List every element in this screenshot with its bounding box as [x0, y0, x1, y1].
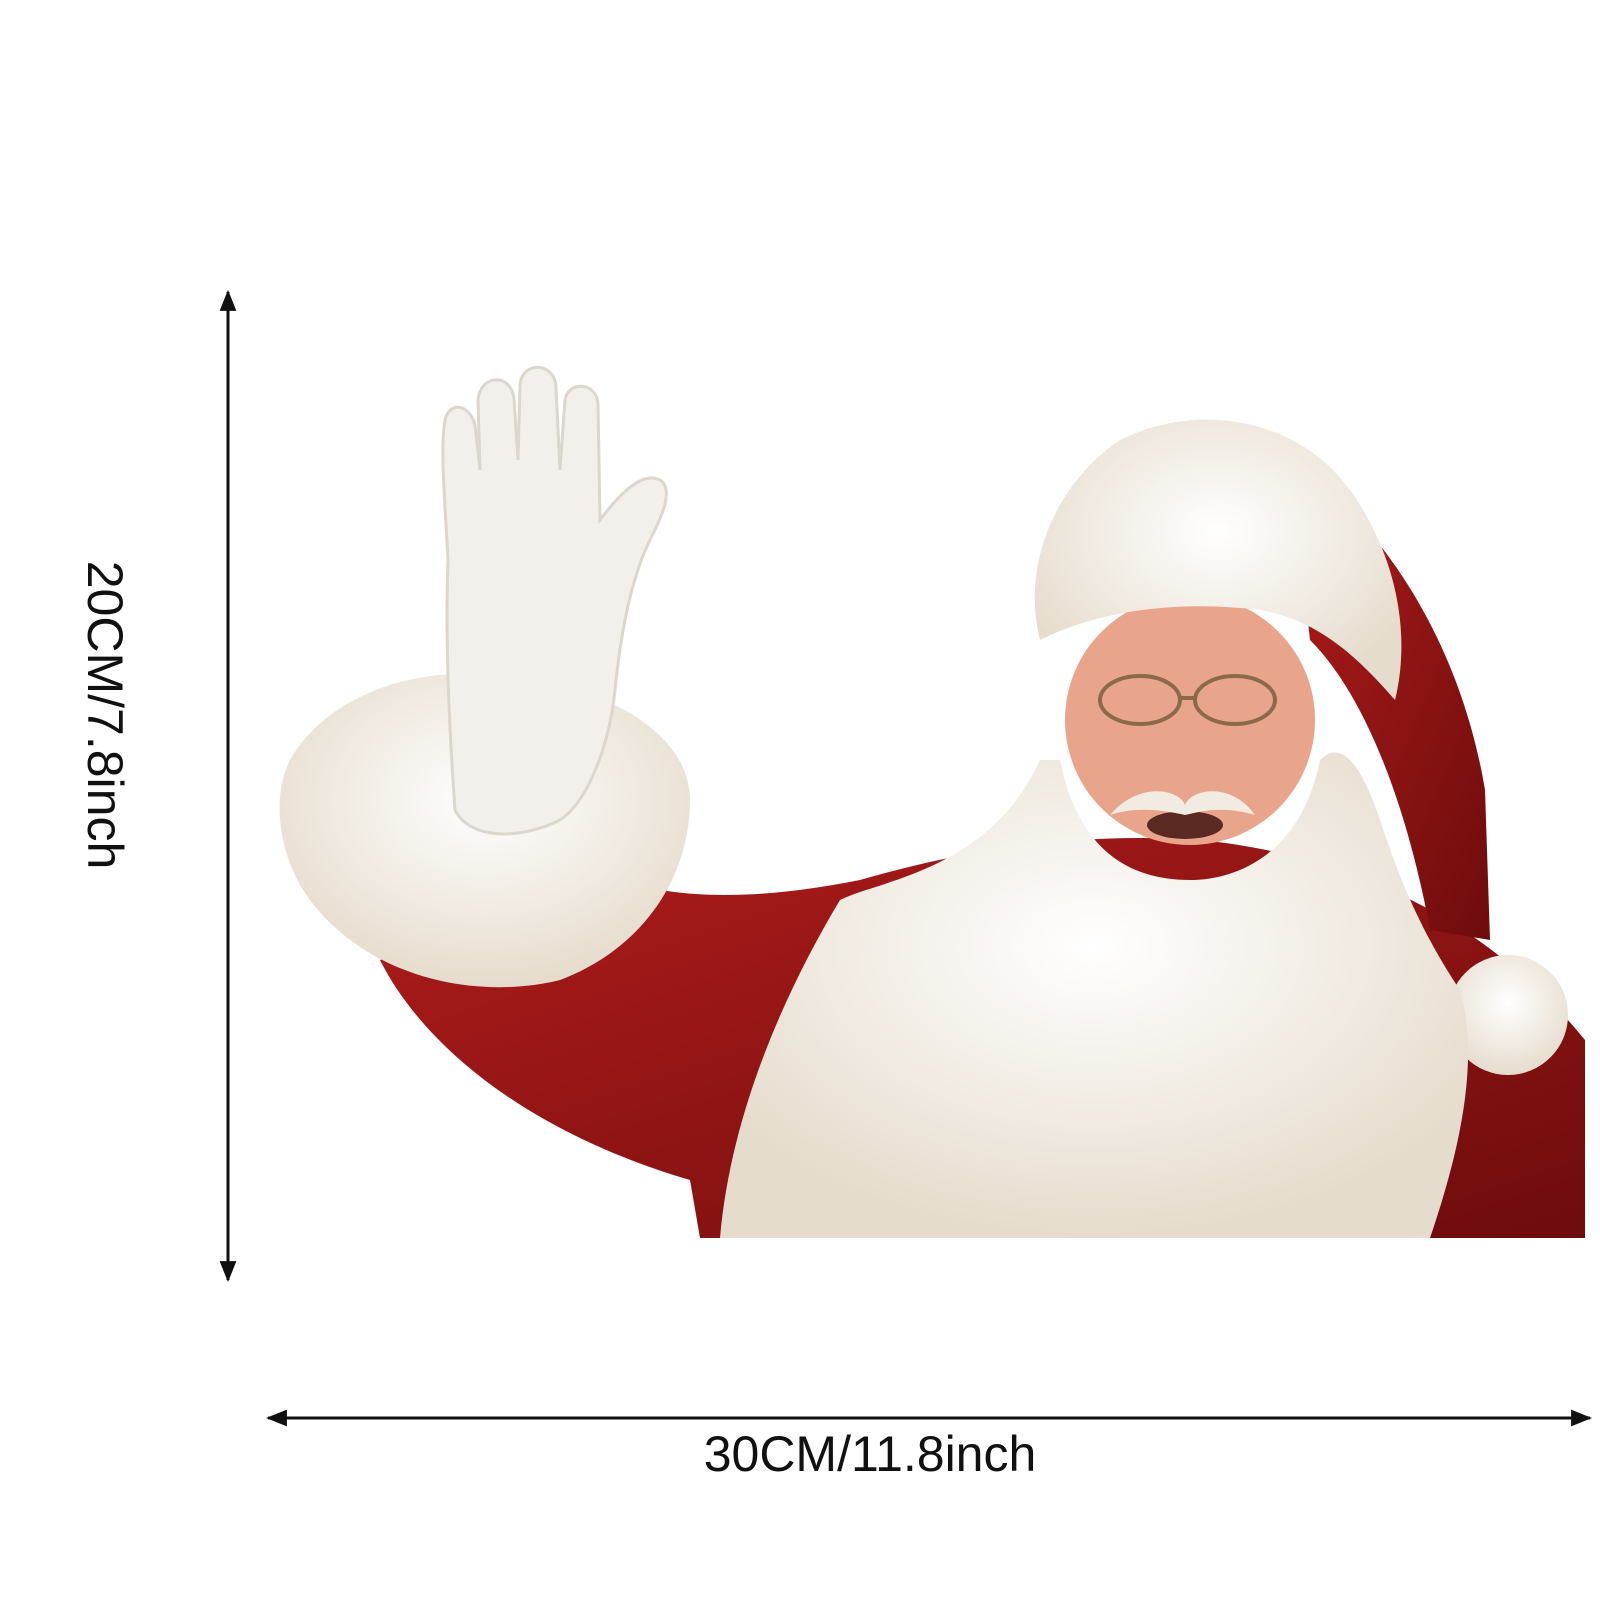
width-dimension-label: 30CM/11.8inch: [703, 1426, 1037, 1482]
height-dimension-label: 20CM/7.8inch: [77, 560, 133, 870]
santa-sticker: [279, 365, 1585, 1238]
